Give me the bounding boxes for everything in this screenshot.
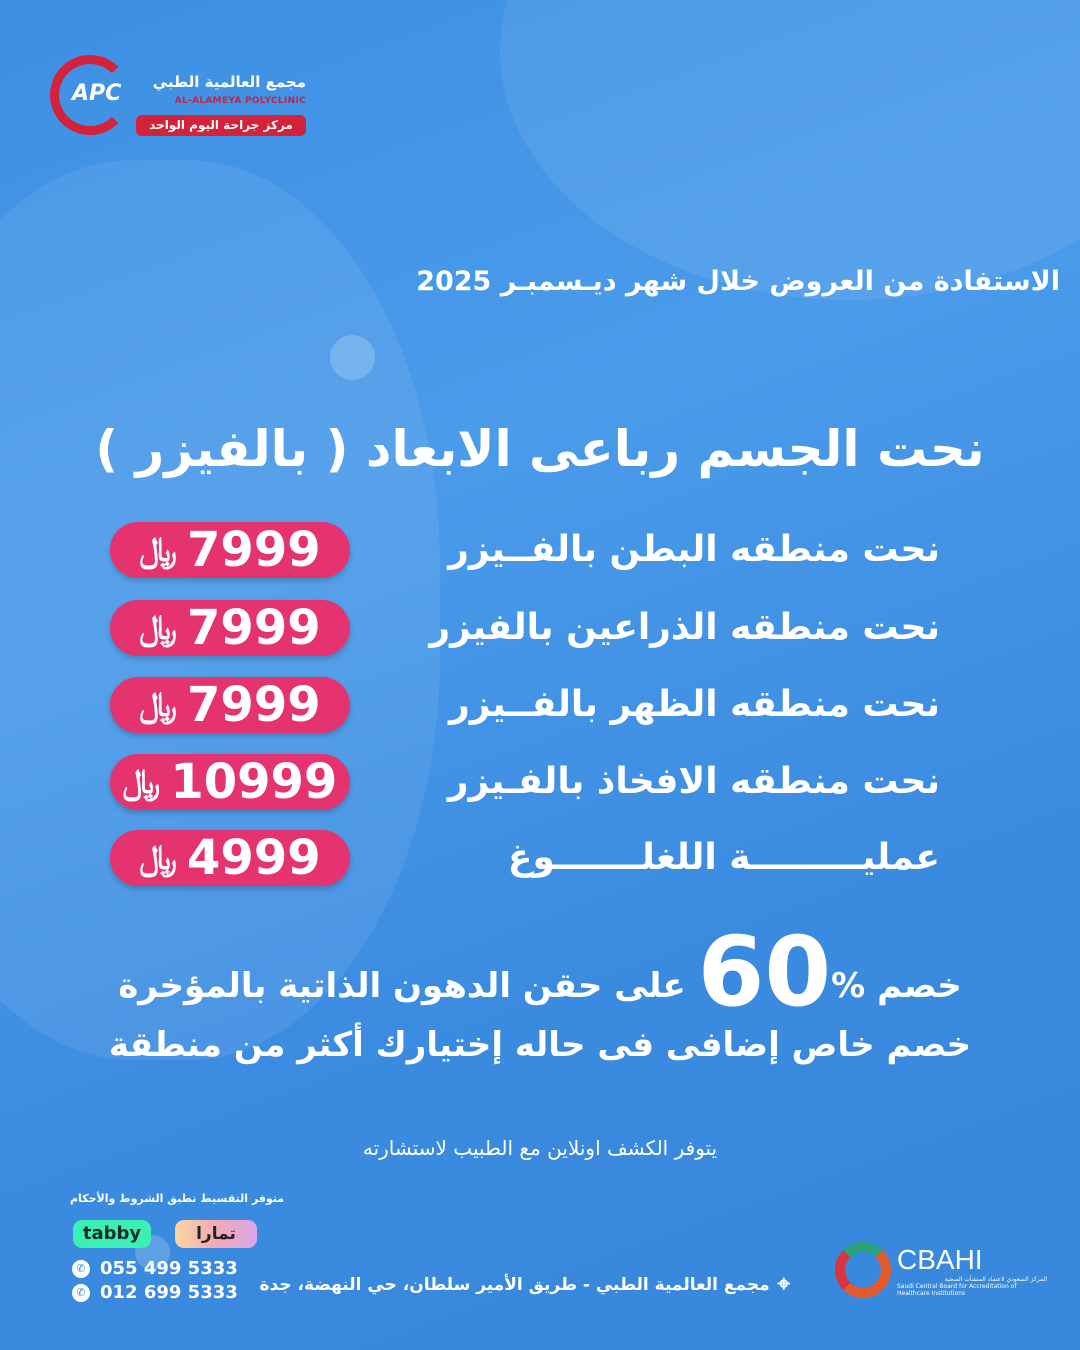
offer-row: ﷼ 4999 عمليـــــــــة اللغلـــــــوغ: [110, 828, 940, 888]
background-shape: [500, 0, 1080, 300]
phone-text: 055 499 5333: [100, 1258, 238, 1279]
phone-text: 012 699 5333: [100, 1282, 238, 1303]
discount-suffix: على حقن الدهون الذاتية بالمؤخرة: [118, 966, 686, 1006]
riyal-icon: ﷼: [139, 838, 178, 878]
logo-ring-icon: [50, 55, 130, 135]
background-bubble: [330, 335, 375, 380]
cbahi-emblem-icon: [835, 1242, 891, 1298]
riyal-icon: ﷼: [139, 608, 178, 648]
clinic-logo: APC مجمع العالمية الطبي AL-ALAMEYA POLYC…: [50, 55, 310, 145]
price: 10999: [170, 754, 338, 810]
offer-row: ﷼ 7999 نحت منطقه البطن بالفــيزر: [110, 520, 940, 580]
price-pill: ﷼ 7999: [110, 600, 350, 656]
price: 7999: [187, 600, 321, 656]
discount-percent: 60: [697, 916, 832, 1028]
discount-line: خصم 60% على حقن الدهون الذاتية بالمؤخرة: [0, 924, 1080, 1020]
online-consultation-note: يتوفر الكشف اونلاين مع الطبيب لاستشارته: [362, 1136, 718, 1160]
cbahi-logo: CBAHI المركز السعودي لاعتماد المنشآت الص…: [835, 1242, 1047, 1298]
cbahi-sub-en: Saudi Central Board for Accreditation of…: [897, 1282, 1017, 1297]
cbahi-name: CBAHI: [897, 1243, 983, 1275]
discount-prefix: خصم: [877, 966, 962, 1006]
cbahi-sub-ar: المركز السعودي لاعتماد المنشآت الصحية: [944, 1275, 1047, 1283]
offer-label: عمليـــــــــة اللغلـــــــوغ: [507, 837, 940, 878]
phone-icon: ✆: [72, 1259, 90, 1278]
phone-number[interactable]: ✆ 012 699 5333: [72, 1282, 238, 1303]
extra-discount: خصم خاص إضافى فى حاله إختيارك أكثر من من…: [108, 1025, 972, 1065]
riyal-icon: ﷼: [122, 762, 161, 802]
phone-number[interactable]: ✆ 055 499 5333: [72, 1258, 238, 1279]
riyal-icon: ﷼: [139, 685, 178, 725]
phone-icon: ✆: [72, 1283, 90, 1302]
price: 7999: [187, 677, 321, 733]
percent-sign: %: [831, 966, 866, 1006]
logo-tagline: مركز جراحة اليوم الواحد: [136, 115, 306, 136]
price-pill: ﷼ 10999: [110, 754, 350, 810]
price: 7999: [187, 522, 321, 578]
offer-label: نحت منطقه الافخاذ بالفـيزر: [447, 761, 940, 802]
installments-note: متوفر التقسيط تطبق الشروط والأحكام: [70, 1192, 285, 1205]
price: 4999: [187, 830, 321, 886]
offer-row: ﷼ 7999 نحت منطقه الظهر بالفــيزر: [110, 675, 940, 735]
offer-label: نحت منطقه الذراعين بالفيزر: [429, 607, 940, 648]
location-pin-icon: ⌖: [777, 1272, 790, 1297]
page-title: نحت الجسم رباعى الابعاد ( بالفيزر ): [95, 420, 985, 478]
riyal-icon: ﷼: [139, 530, 178, 570]
logo-name-en: AL-ALAMEYA POLYCLINIC: [174, 96, 306, 106]
address: ⌖ مجمع العالمية الطبي - طريق الأمير سلطان…: [260, 1272, 790, 1297]
tabby-logo: tabby: [73, 1220, 151, 1248]
offer-period: الاستفادة من العروض خلال شهر ديـسمبـر 20…: [416, 266, 1060, 297]
price-pill: ﷼ 4999: [110, 830, 350, 886]
logo-name-ar: مجمع العالمية الطبي: [152, 73, 306, 91]
offer-label: نحت منطقه الظهر بالفــيزر: [449, 684, 940, 725]
logo-abbr: APC: [72, 81, 122, 106]
offer-row: ﷼ 10999 نحت منطقه الافخاذ بالفـيزر: [110, 752, 940, 812]
price-pill: ﷼ 7999: [110, 677, 350, 733]
offer-row: ﷼ 7999 نحت منطقه الذراعين بالفيزر: [110, 598, 940, 658]
offer-label: نحت منطقه البطن بالفــيزر: [448, 529, 940, 570]
address-text: مجمع العالمية الطبي - طريق الأمير سلطان،…: [259, 1274, 770, 1295]
price-pill: ﷼ 7999: [110, 522, 350, 578]
tamara-logo: تمارا: [175, 1220, 257, 1248]
